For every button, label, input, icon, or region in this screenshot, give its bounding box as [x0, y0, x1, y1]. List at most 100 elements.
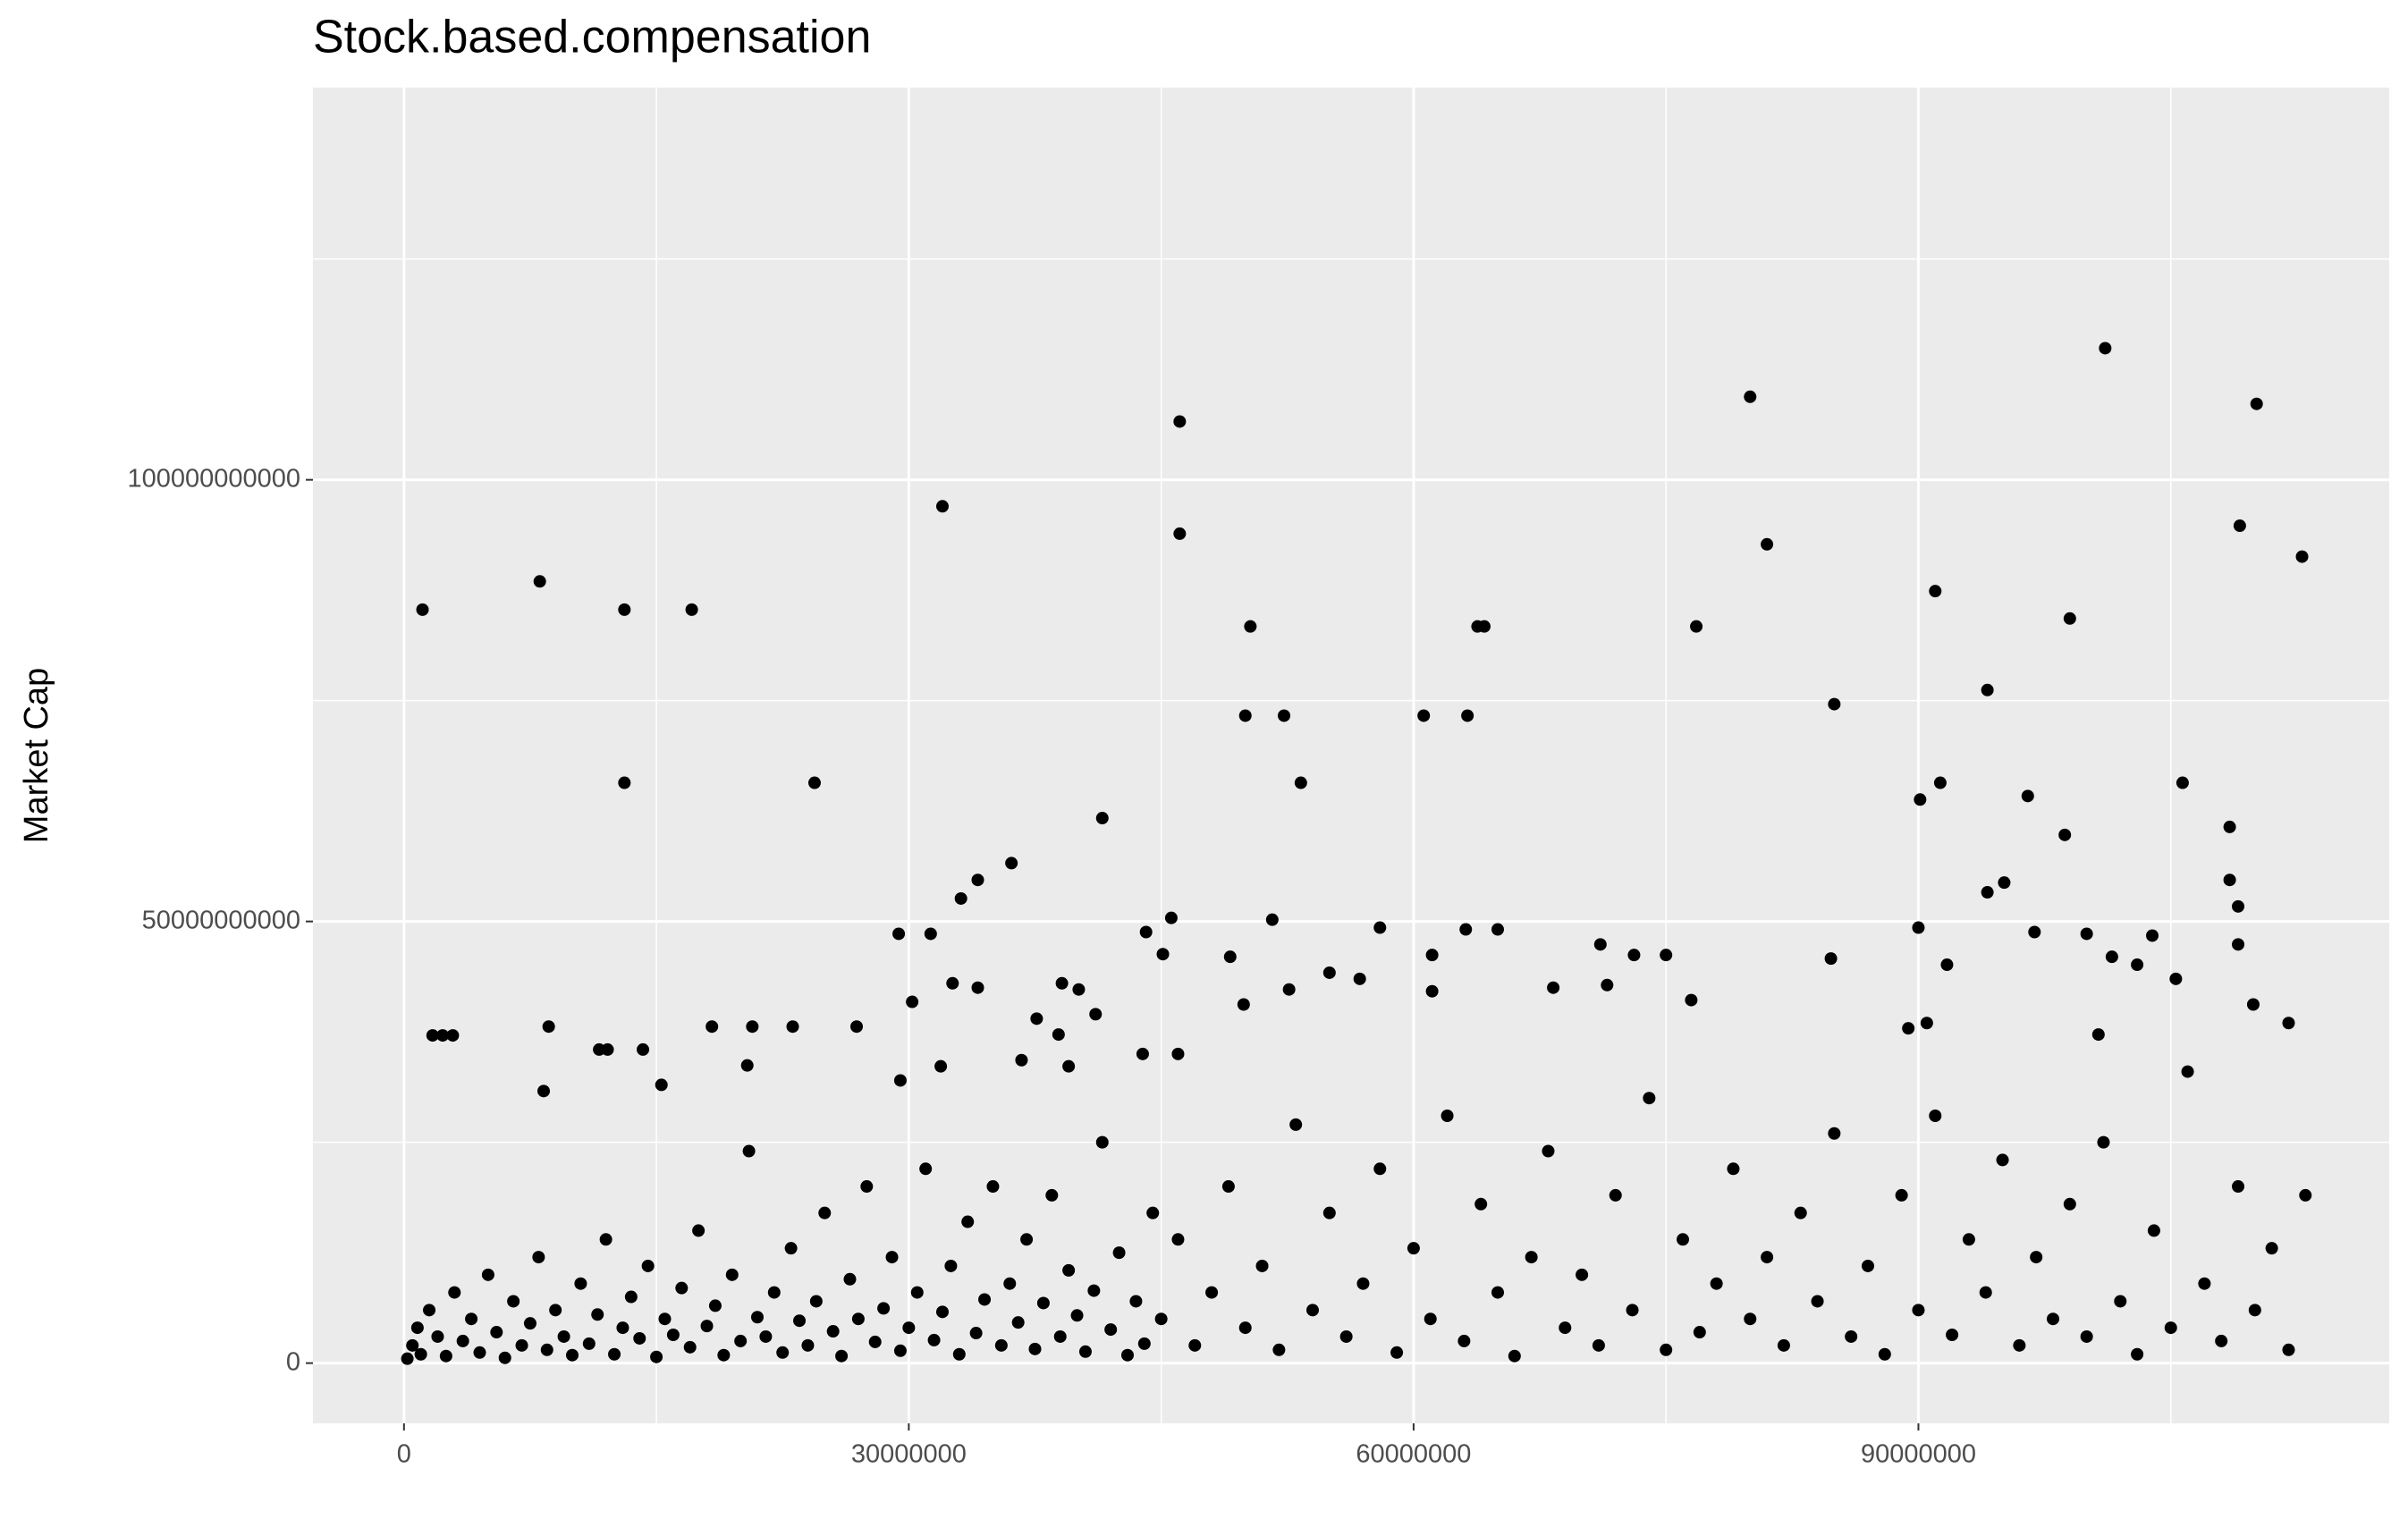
point — [725, 1268, 739, 1281]
point — [675, 1281, 689, 1295]
point — [1424, 1312, 1437, 1326]
point — [533, 575, 546, 588]
point — [892, 927, 906, 941]
point — [2131, 1347, 2144, 1361]
point — [2223, 873, 2236, 887]
point — [1929, 1109, 1942, 1122]
point — [835, 1349, 849, 1363]
point — [1627, 949, 1641, 962]
point — [946, 976, 959, 990]
point — [1508, 1349, 1521, 1363]
point — [1685, 993, 1698, 1007]
point — [2013, 1338, 2026, 1352]
point — [807, 776, 821, 789]
point — [1322, 1206, 1336, 1220]
point — [2091, 1028, 2105, 1042]
x-tick-label: 0 — [397, 1440, 411, 1469]
y-tick-label: 100000000000 — [127, 464, 300, 493]
point — [994, 1338, 1008, 1352]
point — [1089, 1008, 1103, 1021]
point — [1946, 1329, 1959, 1342]
point — [971, 873, 984, 887]
point — [423, 1304, 436, 1317]
point — [1156, 948, 1170, 961]
point — [2265, 1242, 2278, 1255]
point — [910, 1286, 924, 1299]
point — [826, 1325, 840, 1338]
point — [1173, 527, 1187, 540]
point — [2047, 1312, 2060, 1326]
y-tick-label: 50000000000 — [142, 906, 300, 934]
point — [1238, 1321, 1252, 1335]
point — [2282, 1017, 2295, 1030]
point — [961, 1215, 975, 1228]
point — [537, 1084, 550, 1098]
chart-title: Stock.based.compensation — [313, 12, 871, 63]
point — [1272, 1343, 1286, 1356]
point — [1811, 1295, 1824, 1308]
point — [924, 927, 937, 941]
point — [1461, 709, 1474, 722]
point — [1045, 1188, 1059, 1202]
point — [944, 1259, 958, 1272]
point — [473, 1346, 486, 1359]
point — [1137, 1337, 1151, 1350]
point — [1609, 1188, 1622, 1202]
point — [416, 603, 429, 616]
point — [935, 1305, 949, 1319]
point — [446, 1029, 460, 1042]
point — [1095, 1135, 1109, 1149]
point — [1912, 1304, 1925, 1317]
point — [978, 1293, 992, 1306]
point — [2146, 929, 2159, 942]
point — [1146, 1206, 1160, 1220]
point — [542, 1020, 555, 1034]
point — [2299, 1188, 2312, 1202]
point — [952, 1347, 966, 1361]
point — [2215, 1334, 2228, 1347]
point — [1862, 1259, 1875, 1272]
point — [637, 1042, 650, 1056]
point — [2181, 1065, 2194, 1078]
y-tick-label: 0 — [286, 1347, 300, 1376]
point — [1491, 923, 1505, 936]
point — [2105, 950, 2118, 964]
point — [406, 1338, 419, 1352]
point — [927, 1333, 941, 1346]
point — [490, 1326, 503, 1339]
point — [599, 1233, 613, 1246]
point — [2080, 927, 2093, 941]
point — [650, 1350, 663, 1363]
point — [902, 1321, 916, 1335]
point — [784, 1242, 798, 1255]
point — [1981, 886, 1994, 899]
point — [1070, 1309, 1084, 1322]
point — [1474, 1197, 1488, 1211]
point — [1761, 537, 1774, 551]
point — [1171, 1233, 1185, 1246]
point — [540, 1343, 553, 1356]
x-tick-label: 90000000 — [1861, 1440, 1976, 1469]
point — [426, 1029, 439, 1042]
point — [1072, 983, 1086, 996]
point — [2232, 899, 2245, 913]
point — [1777, 1338, 1790, 1352]
point — [1895, 1188, 1908, 1202]
point — [1996, 1153, 2009, 1167]
point — [1036, 1296, 1050, 1310]
point — [1223, 950, 1237, 964]
point — [1920, 1017, 1933, 1030]
point — [1294, 776, 1307, 789]
point — [1417, 709, 1431, 722]
point — [1576, 1268, 1589, 1281]
point — [1593, 938, 1607, 951]
point — [1592, 1338, 1605, 1352]
point — [532, 1251, 545, 1264]
point — [1278, 709, 1291, 722]
point — [809, 1295, 823, 1308]
point — [481, 1268, 494, 1281]
point — [618, 603, 631, 616]
point — [2232, 1180, 2245, 1194]
axes: 0 30000000 60000000 90000000 0 50000000000 100… — [127, 464, 1976, 1468]
point — [1173, 415, 1187, 428]
